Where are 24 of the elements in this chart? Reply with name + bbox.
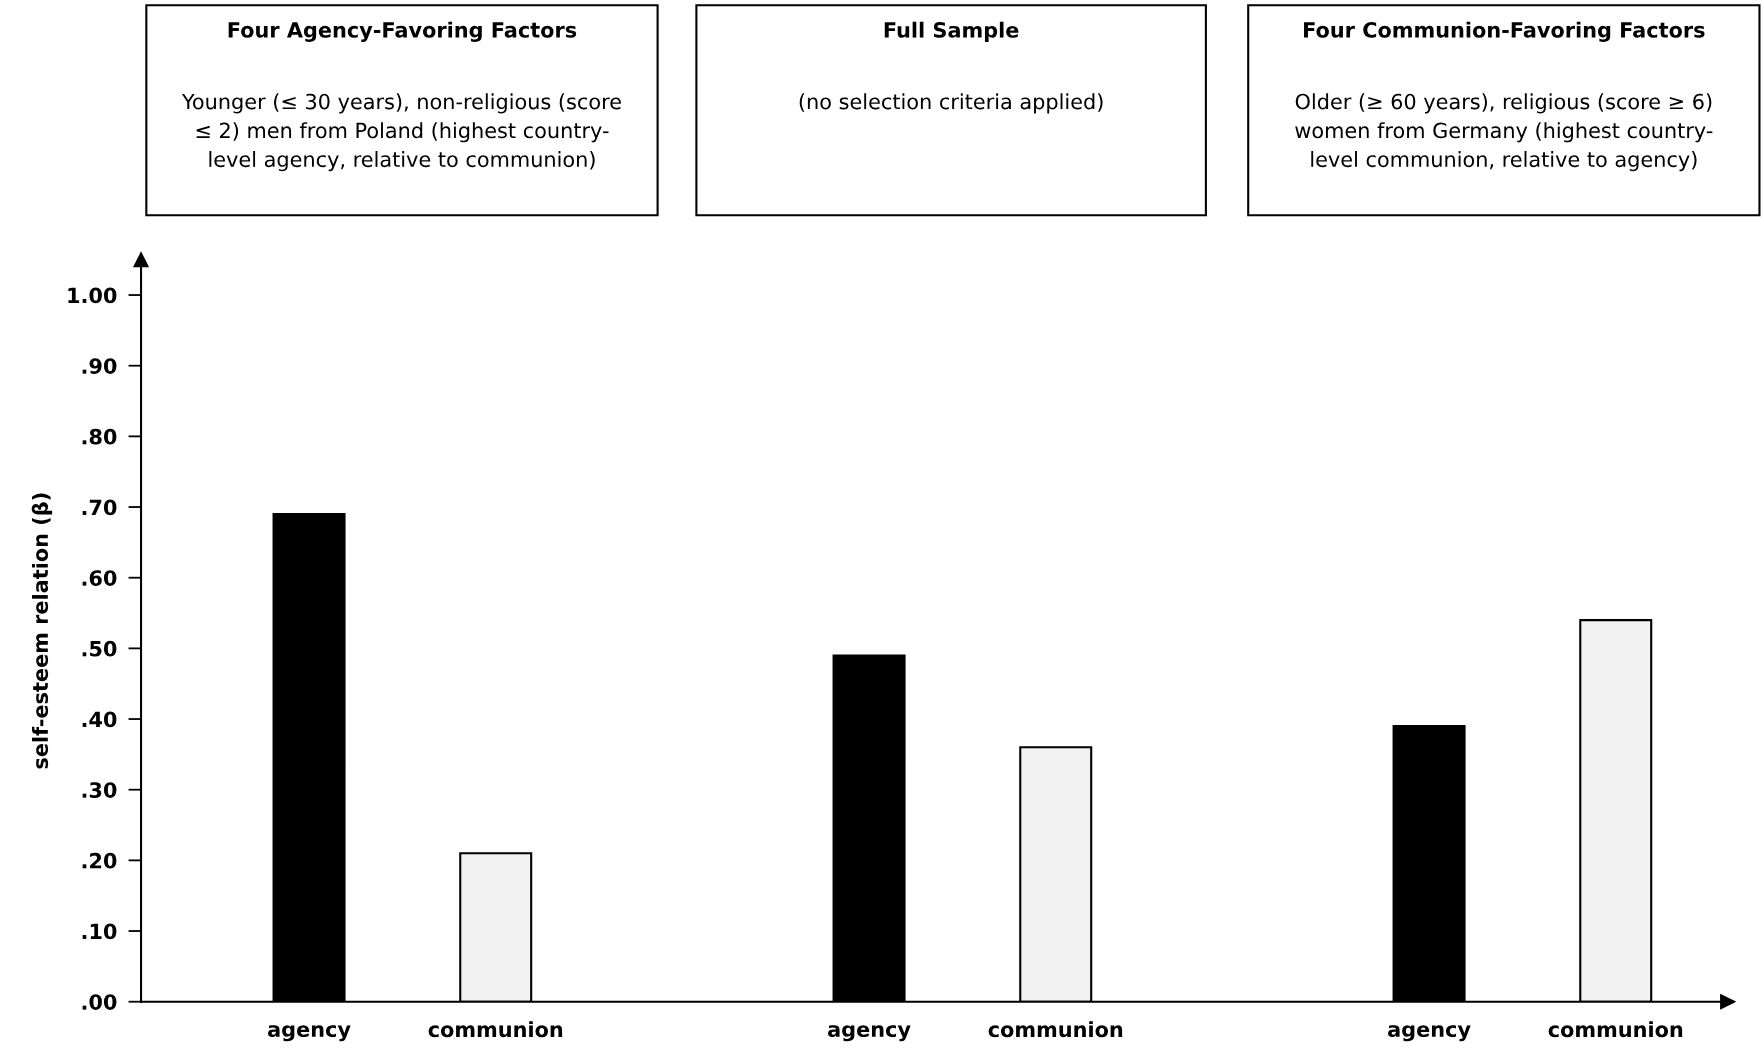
x-tick-label: agency	[268, 1025, 351, 1042]
y-tick-label: 1.00	[68, 287, 117, 304]
x-tick-label: communion	[1548, 1021, 1683, 1038]
y-tick-label: .60	[82, 570, 117, 586]
text: Full Sample	[884, 21, 1019, 42]
text: Four Agency-Favoring Factors	[228, 21, 577, 42]
x-tick-label: agency	[828, 1025, 911, 1042]
y-tick-label: .50	[82, 640, 117, 657]
y-tick-label: .00	[82, 994, 117, 1010]
y-tick-label: .70	[82, 499, 117, 516]
y-tick-label: .90	[82, 358, 117, 374]
x-tick-label: agency	[1388, 1025, 1471, 1042]
text: Four Communion-Favoring Factors	[1304, 21, 1705, 42]
text: Older (≥ 60 years), religious (score ≥ 6) women from Germany (highest country- level communion, relative to agency)	[1295, 93, 1713, 172]
x-tick-label: communion	[988, 1021, 1123, 1038]
text: Younger (≤ 30 years), non-religious (score ≤ 2) men from Poland (highest country- level agency, relative to communion)	[181, 93, 621, 172]
y-tick-label: .30	[82, 782, 117, 798]
text: (no selection criteria applied)	[799, 93, 1103, 114]
y-tick-label: .20	[82, 852, 117, 869]
x-tick-label: communion	[428, 1021, 563, 1038]
y-tick-label: .40	[82, 711, 117, 728]
y-axis-title: self-esteem relation (β)	[31, 493, 53, 769]
y-tick-label: .80	[82, 428, 117, 445]
y-tick-label: .10	[82, 923, 117, 940]
